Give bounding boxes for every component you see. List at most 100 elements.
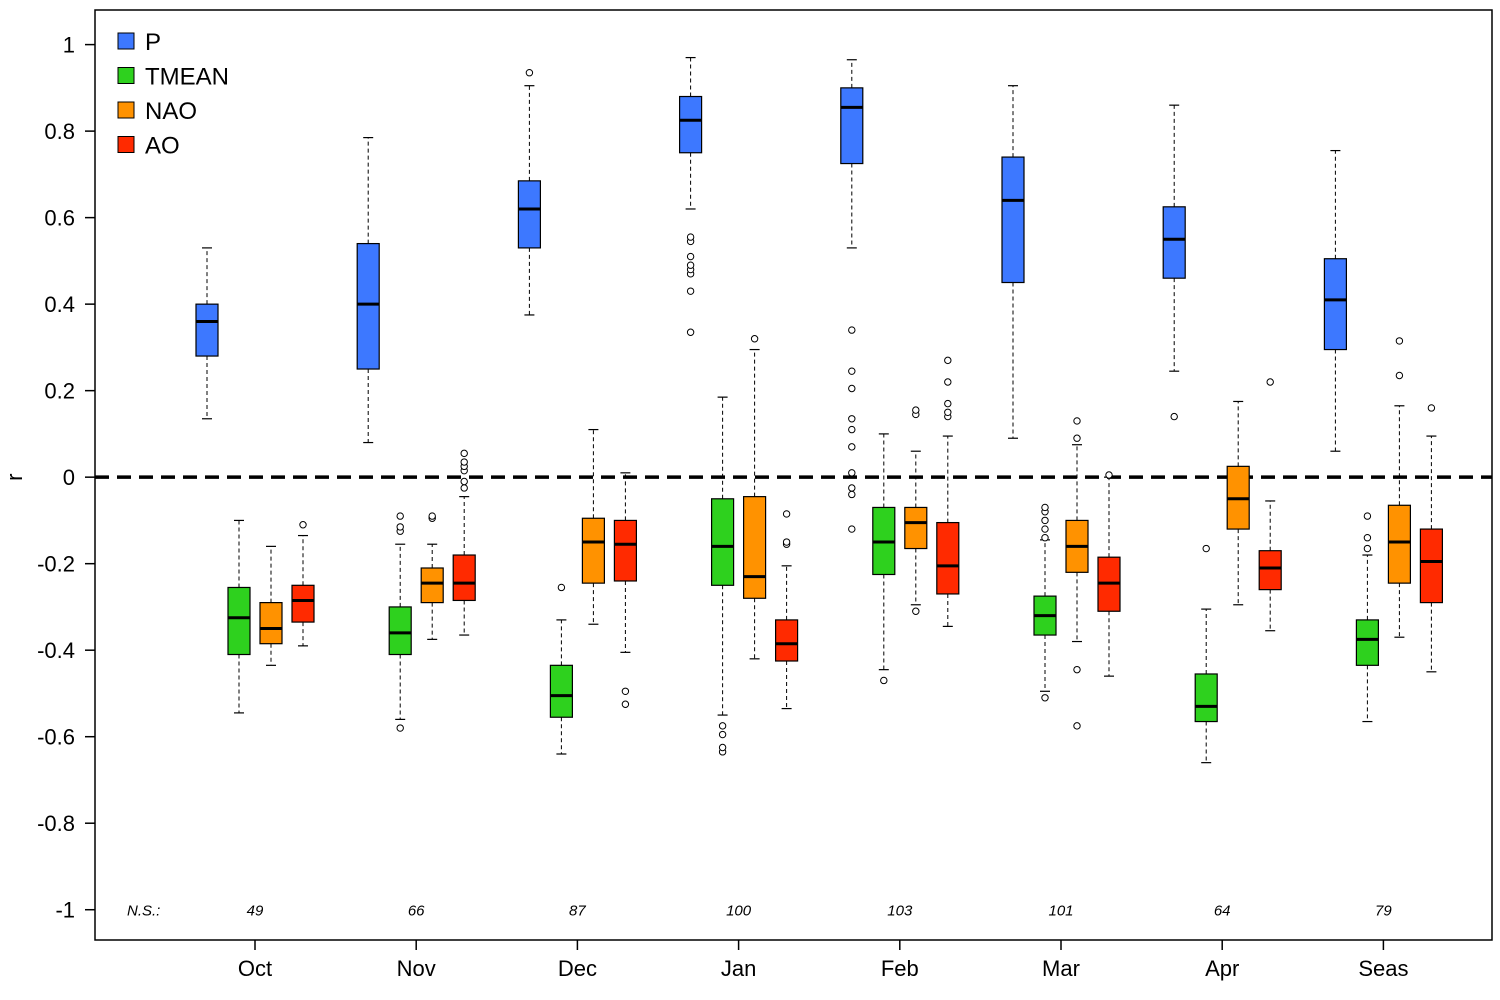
- outlier-point: [1427, 404, 1436, 412]
- outlier-point: [718, 730, 727, 739]
- outlier-point: [1363, 512, 1372, 520]
- x-tick-label: Dec: [558, 956, 597, 981]
- outlier-point: [1041, 503, 1049, 512]
- outlier-point: [848, 326, 856, 334]
- legend-swatch-tmean: [117, 67, 135, 84]
- outlier-point: [750, 335, 759, 343]
- outlier-point: [1266, 378, 1274, 386]
- outlier-point: [1105, 471, 1113, 479]
- outlier-point: [686, 261, 695, 269]
- ns-label: N.S.:: [127, 903, 160, 920]
- outlier-point: [848, 443, 856, 451]
- iqr-box: [1355, 619, 1380, 666]
- outlier-point: [621, 700, 630, 708]
- outlier-point: [460, 477, 468, 486]
- outlier-point: [848, 367, 856, 375]
- box-nao-apr: [1226, 400, 1250, 606]
- ns-counts: N.S.: 49 66 87 100 103 101 64 79: [127, 903, 1392, 920]
- iqr-box: [774, 619, 799, 662]
- iqr-box: [1419, 528, 1444, 604]
- outlier-point: [1073, 722, 1081, 730]
- outlier-point: [944, 399, 952, 408]
- iqr-box: [291, 584, 315, 623]
- box-ao-jan: [774, 510, 799, 710]
- box-p-dec: [517, 69, 542, 316]
- outlier-point: [1170, 412, 1178, 421]
- ns-value: 101: [1048, 903, 1073, 920]
- iqr-box: [1387, 504, 1412, 584]
- outlier-point: [460, 484, 468, 492]
- legend-label-nao: NAO: [145, 98, 197, 125]
- y-axis-title: r: [2, 473, 27, 480]
- box-p-nov: [356, 137, 380, 444]
- iqr-box: [1001, 156, 1025, 284]
- outlier-point: [1041, 534, 1049, 542]
- outlier-point: [944, 408, 952, 416]
- outlier-point: [782, 538, 791, 546]
- ns-value: 79: [1375, 903, 1392, 920]
- outlier-point: [1041, 525, 1049, 533]
- iqr-box: [613, 519, 638, 582]
- outlier-point: [686, 287, 695, 295]
- box-tmean-feb: [872, 433, 896, 685]
- outlier-point: [1073, 665, 1081, 674]
- outlier-point: [912, 406, 920, 414]
- legend-label-ao: AO: [145, 133, 180, 160]
- outlier-point: [396, 523, 404, 531]
- outlier-point: [557, 583, 566, 592]
- iqr-box: [678, 95, 703, 154]
- iqr-box: [227, 586, 251, 656]
- box-groups: [195, 56, 1444, 764]
- y-tick-label: -0.8: [37, 811, 75, 836]
- ns-value: 64: [1214, 903, 1231, 920]
- box-tmean-jan: [710, 396, 735, 756]
- y-tick-label: 0.4: [44, 292, 75, 317]
- box-p-apr: [1162, 104, 1186, 421]
- legend-label-tmean: TMEAN: [145, 64, 229, 91]
- outlier-point: [880, 676, 888, 685]
- legend-swatch-nao: [117, 101, 135, 119]
- box-tmean-seas: [1355, 512, 1380, 723]
- outlier-point: [525, 69, 534, 77]
- box-nao-jan: [742, 335, 767, 660]
- outlier-point: [460, 449, 468, 458]
- plot-frame: [94, 9, 1493, 941]
- box-ao-nov: [452, 449, 476, 636]
- outlier-point: [944, 356, 952, 365]
- iqr-box: [742, 496, 767, 599]
- y-tick-label: 0.6: [44, 206, 75, 231]
- box-nao-nov: [420, 512, 444, 640]
- box-tmean-nov: [388, 512, 412, 732]
- box-nao-seas: [1387, 337, 1412, 638]
- box-p-feb: [840, 59, 864, 533]
- iqr-box: [1323, 258, 1348, 351]
- y-tick-label: -0.2: [37, 552, 75, 577]
- outlier-point: [1395, 371, 1404, 380]
- y-tick-label: 0.8: [44, 119, 75, 144]
- outlier-point: [848, 490, 856, 499]
- ns-value: 100: [726, 903, 752, 920]
- iqr-box: [904, 506, 928, 550]
- box-nao-oct: [259, 545, 283, 666]
- outlier-point: [299, 521, 307, 529]
- outlier-point: [848, 484, 856, 492]
- outlier-point: [782, 510, 791, 518]
- iqr-box: [1258, 550, 1282, 591]
- outlier-point: [396, 724, 404, 732]
- legend-swatch-p: [117, 32, 135, 50]
- iqr-box: [840, 87, 864, 165]
- legend-label-p: P: [145, 29, 161, 56]
- iqr-box: [1194, 673, 1218, 723]
- iqr-box: [259, 602, 283, 645]
- box-p-jan: [678, 56, 703, 336]
- iqr-box: [420, 567, 444, 604]
- outlier-point: [848, 469, 856, 477]
- y-tick-label: -0.4: [37, 638, 75, 663]
- box-ao-seas: [1419, 404, 1444, 673]
- outlier-point: [912, 607, 920, 615]
- outlier-point: [944, 378, 952, 386]
- axes: 1 0.8 0.6 0.4 0.2 0 -0.2 -0.4 -0.6 -0.8 -1 Oct Nov De…: [2, 9, 1493, 981]
- outlier-point: [848, 425, 856, 434]
- box-tmean-mar: [1033, 503, 1057, 702]
